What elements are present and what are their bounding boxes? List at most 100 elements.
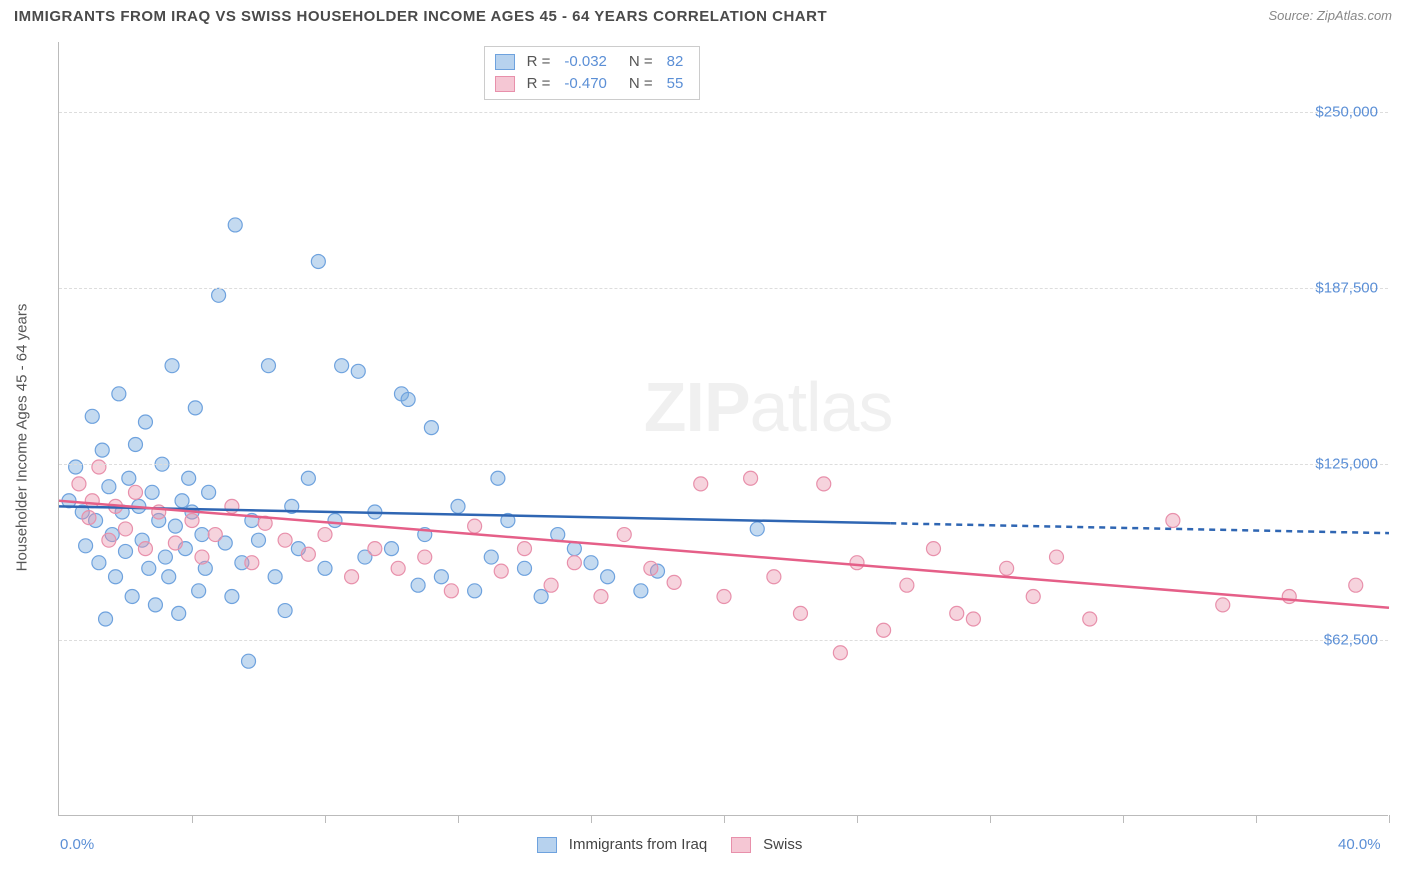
iraq-point [451, 499, 465, 513]
swiss-point [318, 528, 332, 542]
swiss-point [128, 485, 142, 499]
iraq-point [168, 519, 182, 533]
legend-label: Swiss [763, 836, 802, 853]
iraq-point [122, 471, 136, 485]
legend-swatch [495, 76, 515, 92]
iraq-point [202, 485, 216, 499]
swiss-point [694, 477, 708, 491]
r-label: R = [527, 73, 551, 95]
n-label: N = [629, 51, 653, 73]
iraq-point [172, 606, 186, 620]
swiss-point [1166, 513, 1180, 527]
swiss-point [767, 570, 781, 584]
iraq-point [128, 437, 142, 451]
legend-swatch [495, 54, 515, 70]
y-tick-label: $187,500 [1315, 280, 1378, 297]
chart-header: IMMIGRANTS FROM IRAQ VS SWISS HOUSEHOLDE… [0, 0, 1406, 38]
iraq-point [99, 612, 113, 626]
series-legend: Immigrants from Iraq Swiss [537, 836, 803, 853]
swiss-point [278, 533, 292, 547]
iraq-point [165, 359, 179, 373]
iraq-point [85, 409, 99, 423]
swiss-point [877, 623, 891, 637]
swiss-point [185, 513, 199, 527]
iraq-point [335, 359, 349, 373]
swiss-point [1026, 589, 1040, 603]
iraq-point [125, 589, 139, 603]
swiss-point [345, 570, 359, 584]
x-tick [325, 815, 326, 823]
swiss-point [1282, 589, 1296, 603]
iraq-point [119, 544, 133, 558]
swiss-point [617, 528, 631, 542]
swiss-point [950, 606, 964, 620]
swiss-point [900, 578, 914, 592]
gridline [59, 640, 1388, 641]
iraq-point [192, 584, 206, 598]
iraq-point [484, 550, 498, 564]
swiss-point [1349, 578, 1363, 592]
iraq-point [158, 550, 172, 564]
swiss-point [82, 511, 96, 525]
legend-label: Immigrants from Iraq [569, 836, 707, 853]
stats-row: R =-0.470N =55 [495, 73, 690, 95]
iraq-point [109, 570, 123, 584]
scatter-svg [59, 42, 1389, 816]
iraq-point [148, 598, 162, 612]
iraq-point [242, 654, 256, 668]
x-tick [724, 815, 725, 823]
swiss-point [72, 477, 86, 491]
x-tick [1123, 815, 1124, 823]
y-tick-label: $62,500 [1324, 632, 1378, 649]
stats-row: R =-0.032N =82 [495, 51, 690, 73]
iraq-point [328, 513, 342, 527]
r-value: -0.470 [564, 73, 607, 95]
iraq-point [601, 570, 615, 584]
n-label: N = [629, 73, 653, 95]
iraq-point [278, 604, 292, 618]
swiss-point [138, 542, 152, 556]
legend-swatch [731, 837, 751, 853]
x-tick [458, 815, 459, 823]
swiss-point [1050, 550, 1064, 564]
iraq-point [534, 589, 548, 603]
iraq-point [162, 570, 176, 584]
x-axis-min-label: 0.0% [60, 836, 94, 853]
y-axis-title: Householder Income Ages 45 - 64 years [13, 304, 30, 572]
iraq-point [112, 387, 126, 401]
iraq-point [385, 542, 399, 556]
iraq-point [252, 533, 266, 547]
swiss-point [594, 589, 608, 603]
swiss-point [966, 612, 980, 626]
iraq-point [212, 288, 226, 302]
iraq-point [634, 584, 648, 598]
swiss-point [833, 646, 847, 660]
iraq-point [411, 578, 425, 592]
swiss-point [494, 564, 508, 578]
iraq-point [318, 561, 332, 575]
legend-item: Swiss [731, 836, 802, 853]
iraq-point [138, 415, 152, 429]
swiss-point [391, 561, 405, 575]
x-tick [857, 815, 858, 823]
swiss-point [644, 561, 658, 575]
iraq-point [175, 494, 189, 508]
swiss-point [245, 556, 259, 570]
iraq-point [584, 556, 598, 570]
iraq-point [69, 460, 83, 474]
x-tick [1256, 815, 1257, 823]
iraq-point [491, 471, 505, 485]
iraq-point [188, 401, 202, 415]
swiss-point [195, 550, 209, 564]
iraq-point [228, 218, 242, 232]
x-axis-max-label: 40.0% [1338, 836, 1381, 853]
iraq-point [401, 392, 415, 406]
swiss-point [102, 533, 116, 547]
swiss-point [717, 589, 731, 603]
swiss-point [567, 556, 581, 570]
x-tick [591, 815, 592, 823]
correlation-stats-box: R =-0.032N =82R =-0.470N =55 [484, 46, 701, 100]
y-tick-label: $125,000 [1315, 456, 1378, 473]
swiss-point [1216, 598, 1230, 612]
swiss-point [119, 522, 133, 536]
